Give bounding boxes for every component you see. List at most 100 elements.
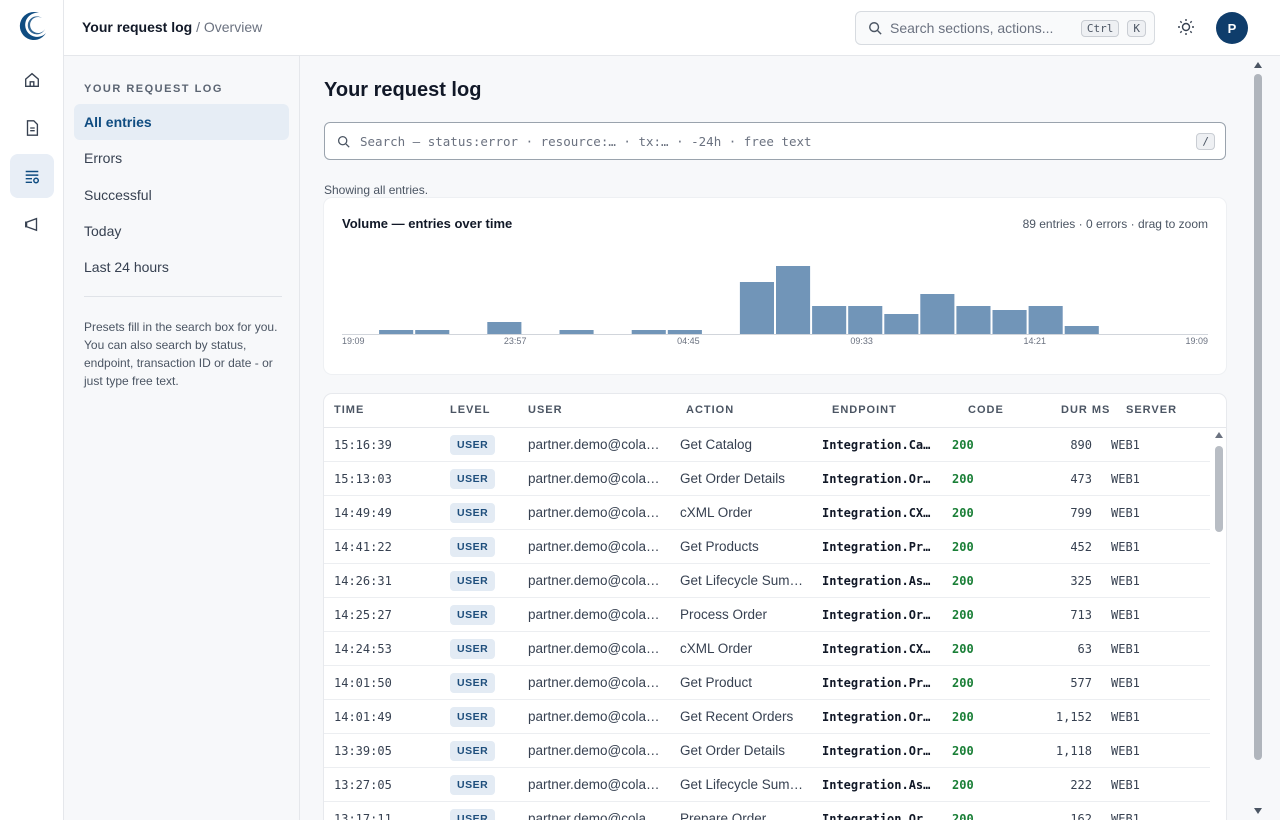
search-icon <box>337 135 350 148</box>
table-row[interactable]: 14:01:50 USER partner.demo@colam... Get Pro… <box>324 666 1210 700</box>
log-search-input[interactable]: Search — status:error · resource:… · tx:… <box>324 122 1226 160</box>
nav-home[interactable] <box>10 58 54 102</box>
column-header-server[interactable]: SERVER <box>1126 404 1178 416</box>
row-action: cXML Order <box>680 641 753 656</box>
row-time: 15:13:03 <box>334 472 392 486</box>
row-level: USER <box>450 700 510 734</box>
sidebar-item-errors[interactable]: Errors <box>84 150 123 166</box>
sidebar-item-today[interactable]: Today <box>84 223 122 239</box>
column-header-endpoint[interactable]: ENDPOINT <box>832 404 897 416</box>
chart-bar[interactable] <box>667 330 702 334</box>
table-row[interactable]: 13:17:11 USER partner.demo@colam... Prepare… <box>324 802 1210 820</box>
chart-bar[interactable] <box>812 306 847 334</box>
nav-request-log[interactable] <box>10 154 54 198</box>
table-scrollbar[interactable] <box>1212 428 1226 820</box>
chart-tick-label: 04:45 <box>677 336 700 346</box>
chart-bar[interactable] <box>379 330 414 334</box>
row-time: 14:24:53 <box>334 642 392 656</box>
shortcut-key-slash: / <box>1196 132 1215 150</box>
row-action: Process Order <box>680 607 768 622</box>
sidebar-heading: YOUR REQUEST LOG <box>84 83 223 95</box>
row-server: WEB1 <box>1111 778 1140 792</box>
chart-bar[interactable] <box>739 282 774 334</box>
table-row[interactable]: 14:26:31 USER partner.demo@colam... Get Lif… <box>324 564 1210 598</box>
crescent-logo[interactable] <box>15 9 49 43</box>
chart-bar[interactable] <box>776 266 811 334</box>
row-level: USER <box>450 632 510 666</box>
row-status-code: 200 <box>952 710 974 724</box>
row-level: USER <box>450 802 510 820</box>
column-header-time[interactable]: TIME <box>334 404 365 416</box>
table-row[interactable]: 14:41:22 USER partner.demo@colam... Get Pro… <box>324 530 1210 564</box>
row-time: 14:26:31 <box>334 574 392 588</box>
row-user: partner.demo@colam... <box>528 573 662 588</box>
sun-icon[interactable] <box>1176 17 1196 37</box>
row-server: WEB1 <box>1111 540 1140 554</box>
scroll-up-arrow-icon[interactable] <box>1215 432 1223 438</box>
row-endpoint: Integration.Ord... <box>822 812 934 820</box>
scroll-up-arrow-icon[interactable] <box>1254 62 1262 68</box>
chart-bar[interactable] <box>1064 326 1099 334</box>
table-row[interactable]: 13:39:05 USER partner.demo@colam... Get Ord… <box>324 734 1210 768</box>
column-header-code[interactable]: CODE <box>968 404 1004 416</box>
chart-bar[interactable] <box>415 330 450 334</box>
column-header-user[interactable]: USER <box>528 404 563 416</box>
row-endpoint: Integration.Pro... <box>822 676 934 690</box>
row-server: WEB1 <box>1111 642 1140 656</box>
breadcrumb-current[interactable]: Your request log <box>82 19 193 35</box>
chart-bar[interactable] <box>956 306 991 334</box>
row-user: partner.demo@colam... <box>528 471 662 486</box>
shortcut-key-k: K <box>1127 19 1146 37</box>
chart-tick-label: 19:09 <box>1185 336 1208 346</box>
home-icon <box>25 72 39 87</box>
scroll-down-arrow-icon[interactable] <box>1254 808 1262 814</box>
chart-bar[interactable] <box>884 314 919 334</box>
chart-bar[interactable] <box>992 310 1027 334</box>
column-header-action[interactable]: ACTION <box>686 404 735 416</box>
nav-announcements[interactable] <box>10 202 54 246</box>
volume-chart[interactable]: 19:09 23:57 04:45 09:33 14:21 19:09 <box>324 198 1226 374</box>
sidebar-item-all-entries[interactable]: All entries <box>74 104 289 140</box>
row-endpoint: Integration.Ass... <box>822 778 934 792</box>
row-action: Get Lifecycle Summ... <box>680 777 806 792</box>
row-endpoint: Integration.CXM... <box>822 506 934 520</box>
chart-bar[interactable] <box>1028 306 1063 334</box>
row-duration: 799 <box>1070 506 1092 520</box>
sidebar-item-last-24-hours[interactable]: Last 24 hours <box>84 259 169 275</box>
avatar[interactable]: P <box>1216 12 1248 44</box>
row-action: Get Catalog <box>680 437 753 452</box>
chart-tick-label: 19:09 <box>342 336 365 346</box>
row-server: WEB1 <box>1111 744 1140 758</box>
chart-bar[interactable] <box>559 330 594 334</box>
chart-meta: 89 entries · 0 errors · drag to zoom <box>1022 217 1208 231</box>
row-action: Prepare Order <box>680 811 767 820</box>
table-row[interactable]: 14:24:53 USER partner.demo@colam... cXML Or… <box>324 632 1210 666</box>
row-time: 15:16:39 <box>334 438 392 452</box>
row-status-code: 200 <box>952 540 974 554</box>
sidebar-item-successful[interactable]: Successful <box>84 187 152 203</box>
table-row[interactable]: 14:01:49 USER partner.demo@colam... Get Rec… <box>324 700 1210 734</box>
table-row[interactable]: 15:13:03 USER partner.demo@colam... Get Ord… <box>324 462 1210 496</box>
sidebar-help-text: Presets fill in the search box for you. … <box>84 320 278 388</box>
nav-documents[interactable] <box>10 106 54 150</box>
global-search[interactable]: Search sections, actions... Ctrl K <box>855 11 1155 45</box>
table-scrollbar-thumb[interactable] <box>1215 446 1223 532</box>
table-row[interactable]: 13:27:05 USER partner.demo@colam... Get Lif… <box>324 768 1210 802</box>
log-search-placeholder: Search — status:error · resource:… · tx:… <box>360 133 812 149</box>
page-scrollbar[interactable] <box>1252 56 1264 820</box>
breadcrumb: Your request log / Overview <box>82 19 262 35</box>
page-scrollbar-thumb[interactable] <box>1254 74 1262 760</box>
chart-tick-label: 14:21 <box>1024 336 1047 346</box>
chart-bar[interactable] <box>487 322 522 334</box>
table-row[interactable]: 15:16:39 USER partner.demo@colam... Get Cat… <box>324 428 1210 462</box>
row-duration: 63 <box>1077 642 1092 656</box>
column-header-duration[interactable]: DUR MS <box>1061 404 1111 416</box>
table-row[interactable]: 14:49:49 USER partner.demo@colam... cXML Or… <box>324 496 1210 530</box>
chart-bar[interactable] <box>848 306 883 334</box>
chart-bar[interactable] <box>920 294 955 334</box>
table-row[interactable]: 14:25:27 USER partner.demo@colam... Process… <box>324 598 1210 632</box>
chart-bar[interactable] <box>631 330 666 334</box>
row-status-code: 200 <box>952 574 974 588</box>
row-duration: 162 <box>1070 812 1092 820</box>
column-header-level[interactable]: LEVEL <box>450 404 491 416</box>
